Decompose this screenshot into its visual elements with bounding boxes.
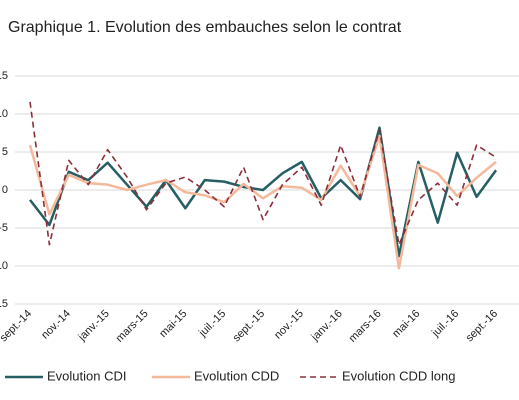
y-tick-label: 10: [0, 108, 8, 120]
series-line: [29, 126, 498, 258]
y-tick-label: -10: [0, 260, 8, 272]
chart-title: Graphique 1. Evolution des embauches sel…: [8, 19, 402, 36]
legend-label: Evolution CDD long: [342, 368, 455, 383]
x-tick-label: sept.-16: [464, 308, 501, 345]
y-tick-label: -15: [0, 298, 8, 310]
x-tick-label: mars-15: [114, 308, 151, 345]
x-tick-label: mai-16: [390, 308, 422, 340]
y-tick-label: -5: [0, 222, 8, 234]
legend-label: Evolution CDI: [47, 368, 126, 383]
x-tick-label: janv.-15: [76, 308, 112, 344]
y-tick-label: 15: [0, 70, 8, 82]
y-tick-label: 5: [2, 146, 8, 158]
legend-label: Evolution CDD: [194, 368, 279, 383]
x-tick-label: sept.-14: [0, 308, 34, 345]
y-tick-label: 0: [2, 184, 8, 196]
x-tick-label: mars-16: [347, 308, 384, 345]
x-tick-label: nov.-15: [272, 308, 306, 342]
x-tick-label: juil.-16: [429, 308, 461, 340]
x-tick-label: mai-15: [157, 308, 189, 340]
series-line: [28, 134, 497, 270]
x-tick-label: janv.-16: [309, 308, 345, 344]
x-tick-label: juil.-15: [196, 308, 228, 340]
x-tick-label: nov.-14: [39, 308, 73, 342]
series-line: [29, 101, 497, 246]
x-tick-label: sept.-15: [231, 308, 268, 345]
